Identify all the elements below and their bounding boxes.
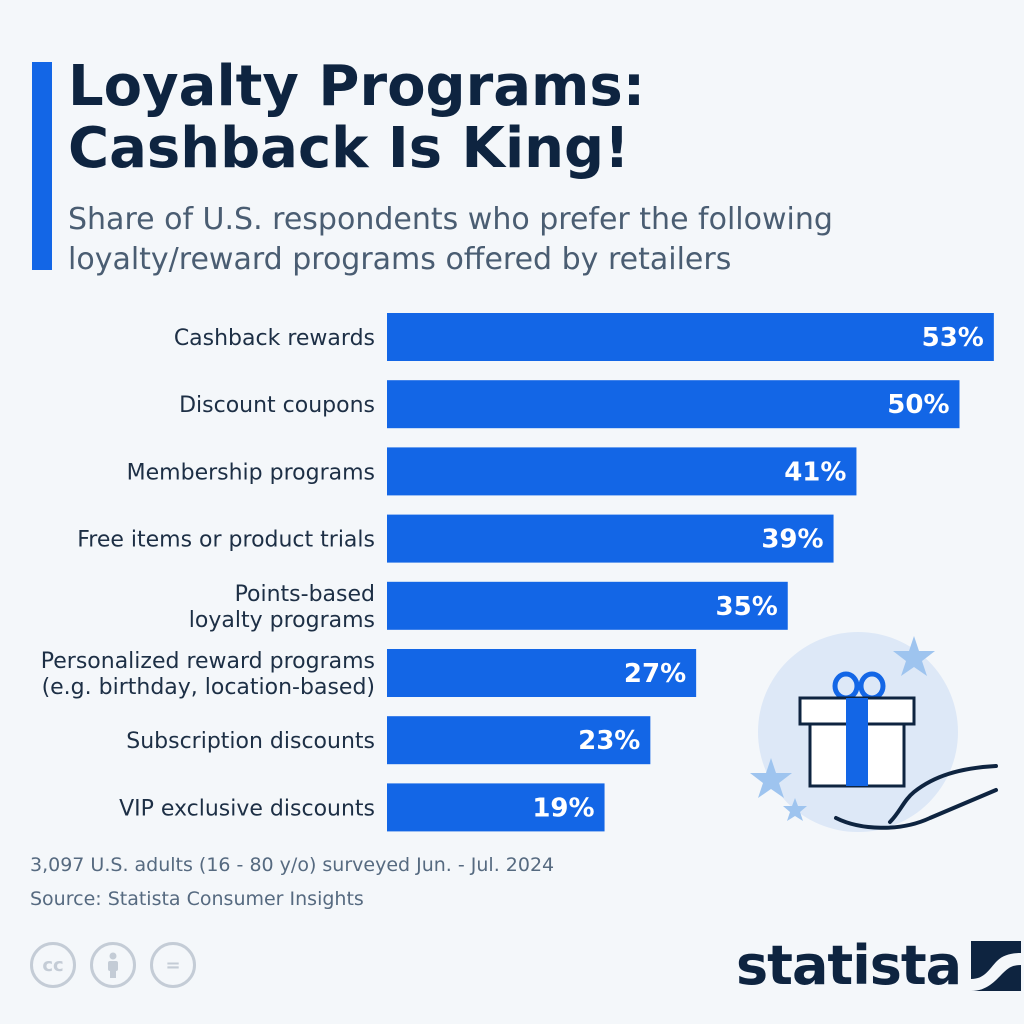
subtitle-line-2: loyalty/reward programs offered by retai… xyxy=(68,242,732,277)
bar xyxy=(387,313,994,361)
bar-value-label: 39% xyxy=(761,525,823,555)
bar xyxy=(387,716,651,765)
bars-layer: 53% Cashback rewards 50% Discount coupons 41… xyxy=(41,313,994,832)
chart-subtitle: Share of U.S. respondents who prefer the… xyxy=(68,200,968,280)
bar-value-label: 27% xyxy=(624,659,686,689)
bar-value-label: 53% xyxy=(922,323,984,353)
bar xyxy=(387,581,788,630)
bar-value-label: 50% xyxy=(887,390,949,420)
star-icon xyxy=(783,798,807,821)
title-accent-bar xyxy=(32,62,52,270)
category-label: Personalized reward programs (e.g. birthd… xyxy=(41,649,375,700)
chart-title: Loyalty Programs: Cashback Is King! xyxy=(68,56,968,180)
bar-value-label: 41% xyxy=(784,457,846,487)
source-note: Source: Statista Consumer Insights xyxy=(30,888,364,910)
category-label: Free items or product trials xyxy=(77,528,375,553)
category-label: Points-based loyalty programs xyxy=(189,582,375,633)
category-label: Membership programs xyxy=(127,460,375,485)
bar xyxy=(387,649,697,697)
no-derivatives-icon[interactable]: = xyxy=(150,942,196,988)
bar xyxy=(387,447,857,496)
category-label: VIP exclusive discounts xyxy=(119,796,375,821)
bar xyxy=(387,514,834,563)
survey-note: 3,097 U.S. adults (16 - 80 y/o) surveyed… xyxy=(30,854,555,876)
subtitle-line-1: Share of U.S. respondents who prefer the… xyxy=(68,202,833,237)
star-icon xyxy=(893,636,935,676)
bar xyxy=(387,783,605,832)
license-icons: cc = xyxy=(30,942,196,994)
cc-icon[interactable]: cc xyxy=(30,942,76,988)
title-line-1: Loyalty Programs: xyxy=(68,54,646,119)
title-line-2: Cashback Is King! xyxy=(68,116,630,181)
bar xyxy=(387,380,960,429)
bar-value-label: 23% xyxy=(578,726,640,756)
category-label: Cashback rewards xyxy=(174,326,375,351)
bar-value-label: 35% xyxy=(716,592,778,622)
attribution-icon[interactable] xyxy=(90,942,136,988)
category-label: Discount coupons xyxy=(179,393,375,418)
statista-mark-icon xyxy=(971,941,1022,991)
bar-value-label: 19% xyxy=(532,793,594,823)
category-label: Subscription discounts xyxy=(126,729,375,754)
gift-illustration xyxy=(750,632,998,832)
star-icon xyxy=(750,758,792,798)
gift-box-icon xyxy=(798,671,916,788)
open-hand-icon xyxy=(834,764,998,830)
brand-wordmark: statista xyxy=(736,934,962,997)
statista-logo[interactable]: statista xyxy=(736,934,1022,997)
